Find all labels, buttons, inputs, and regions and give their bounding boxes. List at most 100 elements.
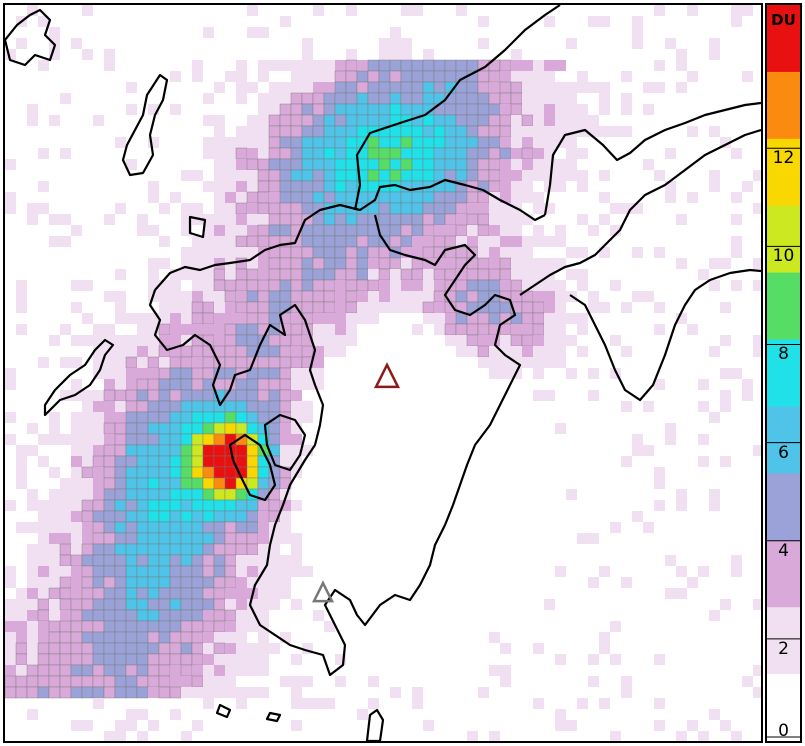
so2-pixel xyxy=(202,389,215,402)
so2-pixel xyxy=(214,170,225,181)
so2-pixel xyxy=(180,609,193,622)
so2-pixel xyxy=(533,357,544,368)
so2-pixel xyxy=(323,103,336,116)
so2-pixel xyxy=(334,169,347,182)
so2-pixel xyxy=(313,60,324,71)
so2-pixel xyxy=(654,302,665,313)
so2-pixel xyxy=(258,588,269,599)
so2-pixel xyxy=(213,477,226,490)
so2-pixel xyxy=(159,258,170,269)
so2-pixel xyxy=(709,49,720,60)
so2-pixel xyxy=(323,268,336,281)
so2-pixel xyxy=(236,621,247,632)
colorbar-band xyxy=(767,540,800,609)
so2-pixel xyxy=(345,213,358,226)
so2-pixel xyxy=(500,225,511,236)
so2-pixel xyxy=(423,280,434,291)
so2-pixel xyxy=(654,379,665,390)
so2-pixel xyxy=(368,698,379,709)
so2-pixel xyxy=(81,631,94,644)
so2-pixel xyxy=(687,192,698,203)
so2-pixel xyxy=(71,379,82,390)
so2-pixel xyxy=(236,632,247,643)
so2-pixel xyxy=(60,511,71,522)
so2-pixel xyxy=(499,81,512,94)
so2-pixel xyxy=(731,247,742,258)
so2-pixel xyxy=(93,390,104,401)
so2-pixel xyxy=(367,114,380,127)
so2-pixel xyxy=(81,510,94,523)
so2-pixel xyxy=(60,610,71,621)
so2-pixel xyxy=(401,302,412,313)
so2-pixel xyxy=(323,180,336,193)
so2-pixel xyxy=(92,631,105,644)
so2-pixel xyxy=(148,313,159,324)
so2-pixel xyxy=(731,280,742,291)
so2-pixel xyxy=(48,686,61,699)
so2-pixel xyxy=(136,466,149,479)
so2-pixel xyxy=(38,588,49,599)
so2-pixel xyxy=(455,125,468,138)
so2-pixel xyxy=(742,390,753,401)
so2-pixel xyxy=(5,500,16,511)
so2-pixel xyxy=(136,510,149,523)
so2-pixel xyxy=(158,642,171,655)
so2-pixel xyxy=(334,70,347,83)
so2-pixel xyxy=(203,676,214,687)
so2-pixel xyxy=(401,258,412,269)
so2-pixel xyxy=(103,620,116,633)
so2-pixel xyxy=(390,280,401,291)
so2-pixel xyxy=(180,433,193,446)
so2-pixel xyxy=(731,16,742,27)
so2-pixel xyxy=(92,686,105,699)
so2-pixel xyxy=(268,180,281,193)
colorbar-tick-label: 12 xyxy=(772,148,795,169)
so2-pixel xyxy=(125,576,138,589)
so2-pixel xyxy=(555,423,566,434)
so2-pixel xyxy=(345,125,358,138)
so2-pixel xyxy=(125,587,138,600)
so2-pixel xyxy=(170,302,181,313)
so2-pixel xyxy=(335,335,346,346)
so2-pixel xyxy=(335,324,346,335)
so2-pixel xyxy=(59,554,72,567)
so2-pixel xyxy=(390,27,401,38)
so2-pixel xyxy=(467,346,478,357)
so2-pixel xyxy=(389,125,402,138)
so2-pixel xyxy=(577,71,588,82)
so2-pixel xyxy=(499,125,512,138)
so2-pixel xyxy=(291,60,302,71)
so2-pixel xyxy=(214,225,225,236)
so2-pixel xyxy=(224,510,237,523)
so2-pixel xyxy=(632,16,643,27)
so2-pixel xyxy=(280,423,291,434)
so2-pixel xyxy=(93,467,104,478)
so2-pixel xyxy=(555,159,566,170)
so2-pixel xyxy=(191,587,204,600)
so2-pixel xyxy=(356,103,369,116)
so2-pixel xyxy=(16,38,27,49)
so2-pixel xyxy=(60,522,71,533)
so2-pixel xyxy=(214,291,225,302)
so2-pixel xyxy=(279,345,292,358)
so2-pixel xyxy=(269,93,280,104)
so2-pixel xyxy=(71,335,82,346)
so2-pixel xyxy=(389,191,402,204)
so2-pixel xyxy=(191,301,204,314)
so2-pixel xyxy=(71,533,82,544)
so2-pixel xyxy=(698,269,709,280)
so2-pixel xyxy=(290,202,303,215)
so2-pixel xyxy=(92,598,105,611)
so2-pixel xyxy=(390,687,401,698)
so2-pixel xyxy=(92,664,105,677)
so2-pixel xyxy=(125,477,138,490)
so2-pixel xyxy=(158,444,171,457)
so2-pixel xyxy=(400,81,413,94)
so2-pixel xyxy=(27,522,38,533)
so2-pixel xyxy=(71,522,82,533)
so2-pixel xyxy=(115,412,126,423)
so2-pixel xyxy=(235,323,248,336)
so2-pixel xyxy=(478,357,489,368)
so2-pixel xyxy=(323,92,336,105)
so2-pixel xyxy=(323,136,336,149)
